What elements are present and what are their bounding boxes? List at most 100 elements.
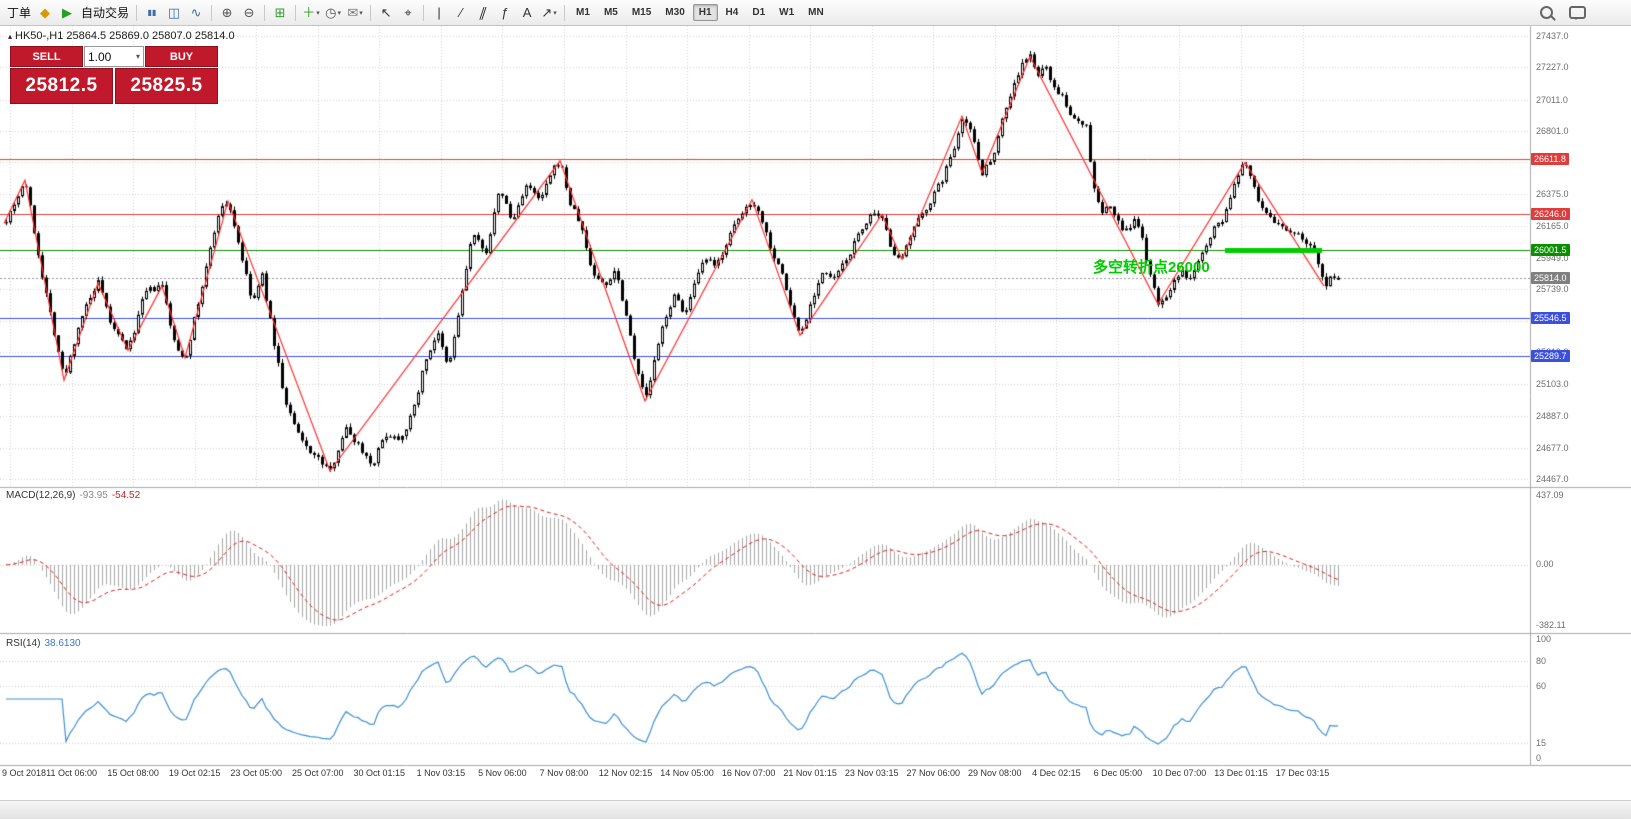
collapse-triangle-icon[interactable]: ▴ — [8, 32, 13, 41]
toolbar-separator — [264, 4, 266, 21]
date-label: 14 Nov 05:00 — [660, 768, 714, 778]
rsi-axis-label: 100 — [1536, 634, 1552, 644]
rsi-name: RSI(14) — [6, 638, 41, 649]
timeframe-m30[interactable]: M30 — [665, 7, 685, 18]
timeframe-h4[interactable]: H4 — [725, 7, 739, 18]
indicators-icon[interactable]: ✉ ▾ — [345, 3, 365, 23]
trendline-icon[interactable]: ∕ — [451, 3, 471, 23]
cursor-icon[interactable]: ↖ — [376, 3, 396, 23]
date-label: 25 Oct 07:00 — [291, 768, 344, 778]
tile-windows-icon[interactable]: ⊞ — [270, 3, 290, 23]
date-label: 21 Nov 01:15 — [783, 768, 837, 778]
sell-button[interactable]: SELL — [10, 46, 83, 67]
channel-icon[interactable]: ∥ — [473, 3, 493, 23]
timeframe-m5[interactable]: M5 — [603, 7, 618, 18]
date-label: 4 Dec 02:15 — [1032, 768, 1081, 778]
zoom-out-icon[interactable]: ⊖ — [239, 3, 259, 23]
price-level-tag[interactable]: 26246.0 — [1531, 207, 1570, 220]
macd-main-value: -93.95 — [79, 490, 108, 501]
price-level-tag[interactable]: 25546.5 — [1531, 311, 1570, 324]
price-level-tag[interactable]: 26611.8 — [1531, 153, 1569, 166]
orders-button[interactable]: 丁单 — [7, 6, 32, 20]
arrows-icon: ↗ — [541, 5, 553, 20]
timeframe-d1[interactable]: D1 — [752, 7, 766, 18]
volume-input[interactable]: 1.00 ▾ — [84, 46, 144, 67]
timeframe-mn[interactable]: MN — [808, 7, 824, 18]
arrows-icon[interactable]: ↗ ▾ — [539, 3, 559, 23]
price-axis-label: 27437.0 — [1536, 30, 1569, 41]
date-label: 23 Oct 05:00 — [230, 768, 282, 778]
tile-windows-icon: ⊞ — [274, 5, 286, 20]
vertical-line-icon: | — [437, 5, 441, 20]
gold-icon: ◆ — [40, 5, 51, 20]
dropdown-caret-icon[interactable]: ▾ — [337, 9, 341, 17]
price-axis-label: 27227.0 — [1536, 62, 1569, 73]
rsi-axis-label: 0 — [1536, 753, 1542, 763]
text-tool-icon[interactable]: A — [517, 3, 537, 23]
new-order-icon: ＋ — [302, 5, 316, 20]
fibonacci-icon: ƒ — [501, 5, 509, 20]
fibonacci-icon[interactable]: ƒ — [495, 3, 515, 23]
date-label: 30 Oct 01:15 — [353, 768, 406, 778]
timeframe-group: M1 M5 M15 M30 H1 H4 D1 W1 MN — [569, 4, 831, 21]
volume-dropdown-icon[interactable]: ▾ — [135, 52, 140, 61]
toolbar-separator — [136, 4, 138, 21]
line-chart-icon[interactable]: ∿ — [186, 3, 206, 23]
price-axis-label: 26165.0 — [1536, 220, 1569, 231]
toolbar-separator — [423, 4, 425, 21]
bar-chart-icon[interactable]: ▮▮ — [142, 3, 162, 23]
price-level-tag[interactable]: 25289.7 — [1531, 350, 1570, 363]
cursor-icon: ↖ — [380, 5, 392, 20]
trendline-icon: ∕ — [459, 5, 463, 20]
date-label: 27 Nov 06:00 — [906, 768, 961, 778]
channel-icon: ∥ — [477, 5, 489, 20]
gold-icon[interactable]: ◆ — [35, 3, 55, 23]
price-axis-label: 25949.0 — [1536, 252, 1569, 263]
macd-signal-value: -54.52 — [111, 490, 141, 501]
autotrade-icon[interactable]: ▶ — [57, 3, 77, 23]
search-icon[interactable] — [1536, 3, 1556, 23]
timeframe-m1[interactable]: M1 — [576, 7, 590, 18]
date-label: 16 Nov 07:00 — [721, 768, 776, 778]
new-order-icon[interactable]: ＋ ▾ — [301, 3, 321, 23]
date-label: 17 Dec 03:15 — [1275, 768, 1330, 778]
timeframe-m15[interactable]: M15 — [631, 7, 652, 18]
date-label: 9 Oct 2018 — [2, 768, 47, 778]
macd-axis-label: 0.00 — [1536, 558, 1554, 569]
buy-price[interactable]: 25825.5 — [115, 68, 218, 104]
zoom-in-icon[interactable]: ⊕ — [217, 3, 237, 23]
candlestick-chart-icon[interactable]: ◫ — [164, 3, 184, 23]
sell-price[interactable]: 25812.5 — [10, 68, 113, 104]
autotrade-button[interactable]: 自动交易 — [81, 6, 130, 20]
price-axis-label: 24467.0 — [1536, 473, 1569, 484]
macd-name: MACD(12,26,9) — [6, 490, 76, 501]
crosshair-icon[interactable]: ⌖ — [398, 3, 418, 23]
macd-indicator-label: MACD(12,26,9) -93.95 -54.52 — [6, 490, 140, 501]
rsi-axis-label: 60 — [1536, 681, 1547, 692]
macd-axis-label: -382.11 — [1536, 620, 1566, 630]
dropdown-caret-icon[interactable]: ▾ — [553, 9, 557, 17]
toolbar-separator — [564, 4, 566, 21]
symbol-header-text: HK50-,H1 25864.5 25869.0 25807.0 25814.0 — [15, 30, 235, 42]
timeframe-h1[interactable]: H1 — [692, 4, 718, 21]
timeframe-w1[interactable]: W1 — [779, 7, 795, 18]
dropdown-caret-icon[interactable]: ▾ — [359, 9, 363, 17]
rsi-axis-label: 15 — [1536, 738, 1547, 749]
autotrade-icon: ▶ — [62, 5, 73, 20]
candlestick-chart-icon: ◫ — [167, 5, 181, 20]
price-level-tag[interactable]: 26001.5 — [1531, 244, 1570, 257]
chat-icon[interactable] — [1567, 3, 1587, 23]
date-label: 7 Nov 08:00 — [539, 768, 589, 778]
price-axis-label: 26801.0 — [1536, 125, 1569, 136]
price-axis-label: 26375.0 — [1536, 189, 1569, 200]
date-label: 13 Dec 01:15 — [1214, 768, 1268, 778]
buy-button[interactable]: BUY — [145, 46, 218, 67]
rsi-value: 38.6130 — [44, 638, 81, 649]
dropdown-caret-icon[interactable]: ▾ — [316, 9, 320, 17]
price-axis-label: 25103.0 — [1536, 379, 1569, 390]
vertical-line-icon[interactable]: | — [429, 3, 449, 23]
date-label: 23 Nov 03:15 — [844, 768, 899, 778]
chart-cycle-icon[interactable]: ◷ ▾ — [323, 3, 343, 23]
